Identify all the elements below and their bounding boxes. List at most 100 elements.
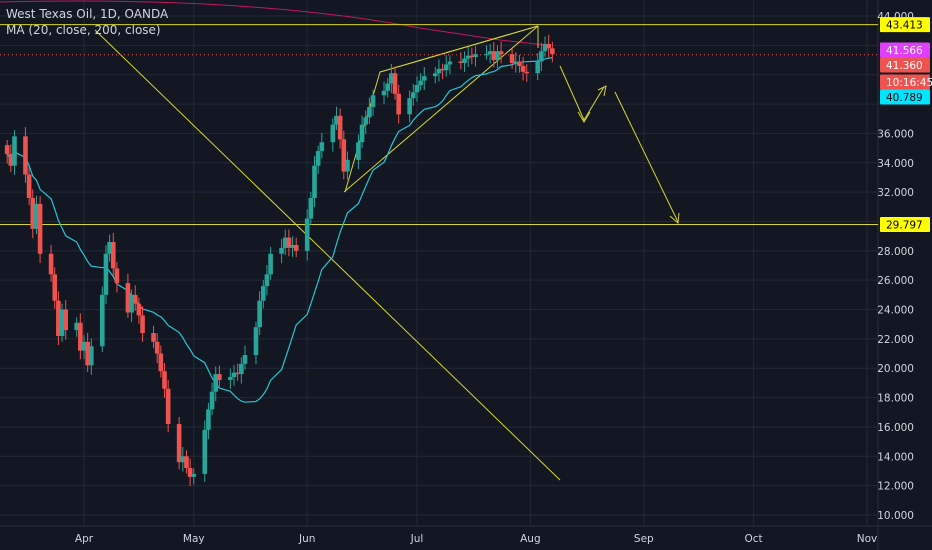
candle [81,341,87,351]
candle [162,371,167,389]
candle [202,429,208,474]
price-label-red: 10:16:45 [880,74,932,90]
x-tick-label: Sep [634,533,654,545]
x-tick-label: Jul [410,533,424,545]
candle [151,333,156,342]
price-label-text: 41.360 [886,60,923,72]
candle [370,95,376,108]
chart-legend: West Texas Oil, 1D, OANDA MA (20, close,… [6,6,168,38]
candle [85,341,90,366]
projection-path-1 [559,65,605,122]
candle [8,153,14,166]
candle [421,76,427,81]
candle [535,61,541,74]
candle [385,83,390,91]
indicator-label: MA (20, close, 200, close) [6,23,161,37]
candle [213,374,219,392]
candle [257,300,262,328]
y-tick-label: 32.000 [877,187,914,199]
candle [59,309,65,336]
candle [414,84,420,93]
price-label-yellow: 29.797 [880,216,930,232]
y-tick-label: 12.000 [877,481,914,493]
x-tick-label: Nov [857,533,878,545]
price-label-text: 43.413 [886,20,923,32]
candle [209,391,215,410]
y-tick-label: 36.000 [877,128,914,140]
x-tick-label: Aug [520,533,541,545]
candle [26,174,32,198]
price-label-text: 40.789 [886,92,923,104]
candle [206,409,211,430]
price-label-red: 41.360 [880,57,930,73]
candle [74,322,79,331]
x-tick-label: Jun [298,533,315,545]
candle [37,203,43,254]
candle [191,473,197,477]
candle [330,124,336,143]
candle [103,253,109,295]
candle [107,242,112,254]
candle [235,372,240,375]
x-tick-label: May [183,533,205,545]
x-tick-label: Oct [744,533,762,545]
projection-arrow-1 [577,111,591,123]
candle [48,253,54,275]
candle [34,203,39,229]
candle [52,274,58,301]
y-tick-label: 16.000 [877,422,914,434]
y-tick-label: 10.000 [877,510,914,522]
price-label-yellow: 43.413 [880,17,930,33]
price-label-bg [880,17,930,33]
projection-arrow-2 [597,85,607,97]
candle [129,294,134,313]
candle [187,468,193,477]
candle [539,51,544,62]
candle [290,244,295,248]
price-label-bg [880,42,930,58]
candle [392,73,398,94]
ma-line [6,57,553,403]
candle [517,61,522,66]
candle [264,274,270,287]
candle [176,424,182,463]
candle [63,309,69,331]
candle [239,363,244,375]
candle [165,388,171,425]
candle [491,51,497,61]
candle [312,165,317,198]
candle [293,244,299,251]
candle [228,377,233,380]
price-label-bg [880,74,930,90]
price-label-text: 41.566 [886,45,923,57]
candle [484,54,489,56]
candle [520,65,526,72]
y-tick-label: 26.000 [877,275,914,287]
candle [513,61,519,63]
candle [356,142,361,160]
candle [286,237,292,248]
chart-title: West Texas Oil, 1D, OANDA [6,7,169,21]
price-axis: 10.000 12.000 14.000 16.000 18.000 20.000 22.0… [877,11,914,522]
candle [367,107,372,118]
candle [465,55,471,59]
candle [337,115,343,140]
candle [23,136,28,175]
candle [315,151,321,166]
price-label-bg [880,57,930,73]
candles [4,34,555,487]
candle [184,456,189,469]
candle [509,54,515,63]
price-label-cyan: 40.789 [880,89,930,105]
candle [334,115,339,125]
candle [440,68,445,71]
candle [253,327,259,356]
candle [389,73,394,84]
candle [546,43,551,49]
candle [136,303,142,316]
candle [282,237,288,248]
candle [110,242,116,269]
candle [432,73,438,77]
candle [447,61,453,65]
